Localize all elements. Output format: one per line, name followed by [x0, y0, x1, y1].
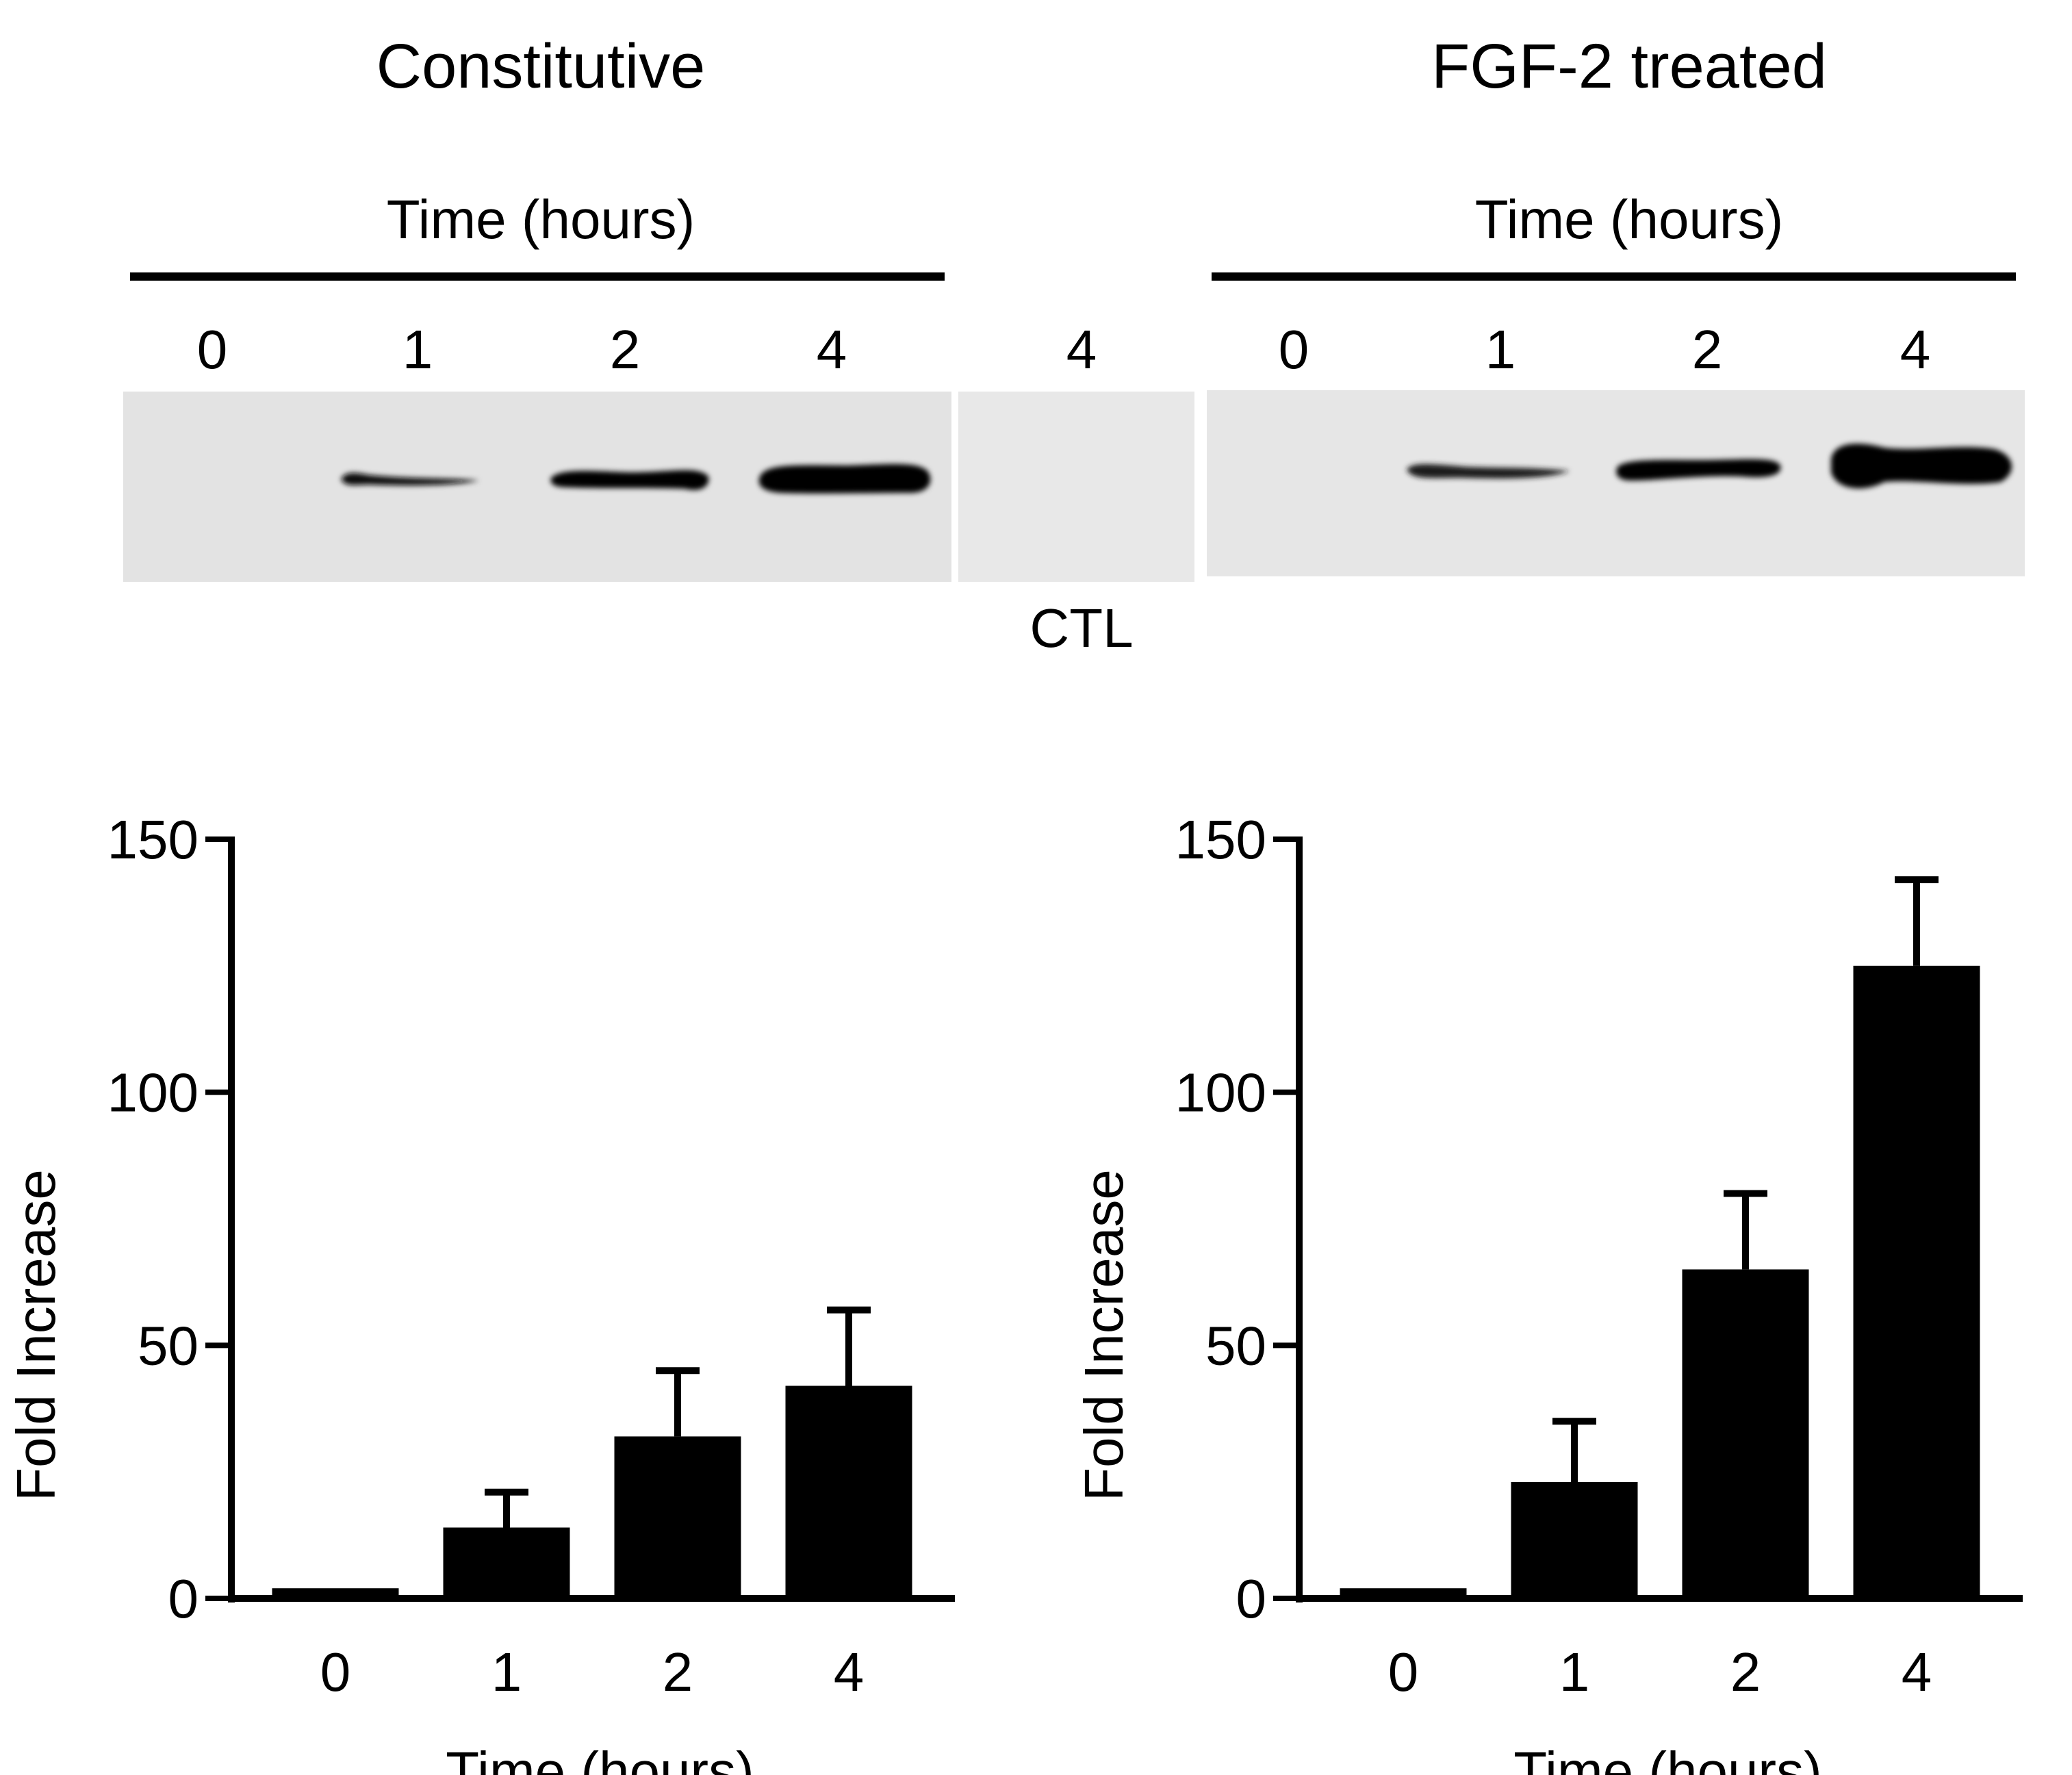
left-xtick-label-0: 0 — [320, 1642, 351, 1702]
left-x-axis-title: Time (hours) — [446, 1741, 754, 1775]
ctl-lane-label: 4 — [1066, 319, 1097, 380]
right-blot-time-label: Time (hours) — [1474, 189, 1784, 250]
right-lane-label-0: 0 — [1278, 319, 1309, 380]
right-blot-band-4h — [1831, 444, 2012, 489]
left-bar-2 — [614, 1436, 741, 1598]
left-ytick-label-100: 100 — [107, 1062, 199, 1123]
left-blot-bracket-line — [130, 272, 945, 281]
left-xtick-label-4: 4 — [834, 1642, 865, 1702]
right-xtick-label-4: 4 — [1902, 1642, 1932, 1702]
right-blot-bracket-line — [1212, 272, 2016, 281]
right-bar-0 — [1340, 1588, 1467, 1598]
left-bar-4 — [785, 1385, 912, 1598]
right-blot-band-1h — [1407, 464, 1570, 478]
left-blot-band-2h — [550, 470, 709, 490]
left-blot-band-1h — [341, 472, 479, 486]
left-blot-band-4h — [758, 463, 931, 494]
right-bar-1 — [1511, 1481, 1638, 1598]
left-lane-label-0: 0 — [196, 319, 228, 380]
left-ytick-label-50: 50 — [138, 1315, 199, 1376]
right-blot-band-2h — [1616, 459, 1781, 481]
left-lane-label-4: 4 — [816, 319, 847, 380]
right-lane-label-2: 2 — [1691, 319, 1723, 380]
ctl-blot-image — [958, 392, 1194, 582]
left-panel-title: Constitutive — [376, 31, 706, 101]
right-ytick-label-150: 150 — [1175, 809, 1266, 870]
right-panel-title: FGF-2 treated — [1431, 31, 1827, 101]
left-ytick-label-0: 0 — [168, 1568, 199, 1629]
right-xtick-label-2: 2 — [1730, 1642, 1761, 1702]
right-xtick-label-0: 0 — [1388, 1642, 1419, 1702]
right-ytick-label-50: 50 — [1205, 1315, 1266, 1376]
left-blot-time-label: Time (hours) — [386, 189, 695, 250]
right-blot-image — [1207, 390, 2025, 576]
right-ytick-label-0: 0 — [1236, 1568, 1267, 1629]
left-blot-image — [123, 392, 951, 582]
right-xtick-label-1: 1 — [1559, 1642, 1590, 1702]
left-y-axis-title: Fold Increase — [5, 1169, 66, 1501]
right-x-axis-title: Time (hours) — [1513, 1741, 1821, 1775]
left-bar-0 — [272, 1588, 399, 1598]
left-ytick-label-150: 150 — [107, 809, 199, 870]
left-lane-label-2: 2 — [609, 319, 641, 380]
right-y-axis-title: Fold Increase — [1073, 1169, 1134, 1501]
ctl-label: CTL — [1029, 598, 1134, 659]
right-lane-label-4: 4 — [1900, 319, 1931, 380]
left-xtick-label-1: 1 — [491, 1642, 522, 1702]
left-lane-label-1: 1 — [402, 319, 433, 380]
right-lane-label-1: 1 — [1485, 319, 1516, 380]
left-xtick-label-2: 2 — [663, 1642, 693, 1702]
left-bar-1 — [443, 1527, 570, 1598]
right-bar-4 — [1853, 965, 1980, 1598]
right-bar-2 — [1682, 1269, 1809, 1598]
left-bar-chart: 0 50 100 150 0 1 2 4 Time (hours) Fold Increase — [5, 809, 955, 1775]
right-bar-chart: 0 50 100 150 0 1 2 4 Time (hours) Fold Increase — [1073, 809, 2023, 1775]
right-ytick-label-100: 100 — [1175, 1062, 1266, 1123]
